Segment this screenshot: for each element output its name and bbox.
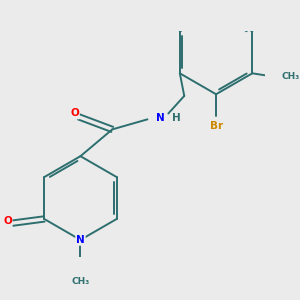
Text: CH₃: CH₃ xyxy=(71,277,90,286)
Text: O: O xyxy=(3,217,12,226)
Text: CH₃: CH₃ xyxy=(282,72,300,81)
Text: H: H xyxy=(172,113,180,123)
Text: N: N xyxy=(76,235,85,245)
Text: N: N xyxy=(156,113,164,123)
Text: Br: Br xyxy=(209,121,223,131)
Text: O: O xyxy=(70,109,79,118)
